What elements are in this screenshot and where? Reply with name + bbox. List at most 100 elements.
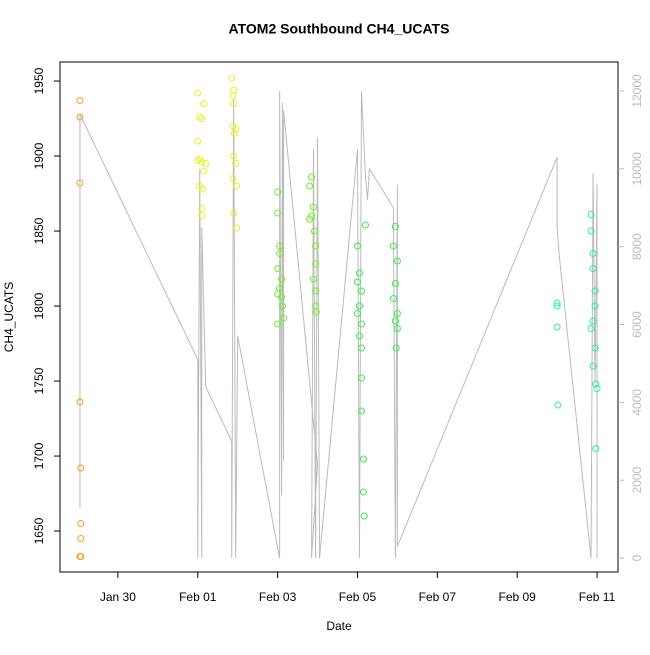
y-axis-label: CH4_UCATS <box>2 282 16 352</box>
data-point <box>232 224 240 232</box>
y-tick-label: 1950 <box>32 67 46 94</box>
data-point <box>310 227 318 235</box>
data-point <box>357 374 365 382</box>
y-tick-label: 1850 <box>32 217 46 244</box>
data-point <box>355 332 363 340</box>
data-point <box>312 242 320 250</box>
x-tick-label: Jan 30 <box>100 590 136 604</box>
altitude-line <box>79 90 598 559</box>
y2-tick-label: 4000 <box>630 389 644 416</box>
data-point <box>200 100 208 108</box>
data-point <box>592 380 600 388</box>
data-point <box>593 385 601 393</box>
data-point <box>359 488 367 496</box>
data-point <box>77 520 85 528</box>
data-point <box>357 320 365 328</box>
data-point <box>276 242 284 250</box>
data-point <box>198 115 206 123</box>
data-point <box>589 250 597 258</box>
data-point <box>232 125 240 133</box>
data-point <box>278 293 286 301</box>
y-tick-label: 1700 <box>32 442 46 469</box>
data-point <box>280 314 288 322</box>
data-point <box>77 464 85 472</box>
data-point <box>553 299 561 307</box>
data-point <box>198 205 206 213</box>
data-point <box>591 287 599 295</box>
data-point <box>353 278 361 286</box>
data-point <box>76 97 84 105</box>
data-point <box>357 287 365 295</box>
data-point <box>194 89 202 97</box>
chart-title: ATOM2 Southbound CH4_UCATS <box>229 21 450 37</box>
data-point <box>393 310 401 318</box>
data-point <box>198 158 206 166</box>
y2-tick-label: 6000 <box>630 311 644 338</box>
data-point <box>228 74 236 82</box>
data-point <box>310 275 318 283</box>
data-point <box>230 100 238 108</box>
data-point <box>589 317 597 325</box>
data-point <box>357 407 365 415</box>
data-point <box>587 227 595 235</box>
data-point <box>393 325 401 333</box>
data-point <box>389 242 397 250</box>
data-point <box>391 317 399 325</box>
data-point <box>196 113 204 121</box>
data-point <box>592 445 600 453</box>
x-axis-label: Date <box>326 619 352 633</box>
data-point <box>310 203 318 211</box>
data-point <box>353 310 361 318</box>
data-point <box>199 185 207 193</box>
y2-tick-label: 2000 <box>630 466 644 493</box>
data-point <box>389 295 397 303</box>
x-tick-label: Feb 01 <box>179 590 217 604</box>
data-point <box>312 302 320 310</box>
data-point <box>353 242 361 250</box>
data-point <box>230 130 238 138</box>
data-point <box>229 175 237 183</box>
data-point <box>392 344 400 352</box>
data-point <box>589 362 597 370</box>
data-point <box>357 344 365 352</box>
data-point <box>230 152 238 160</box>
data-point <box>554 401 562 409</box>
data-point <box>198 212 206 220</box>
data-point <box>232 182 240 190</box>
data-point <box>312 260 320 268</box>
data-point <box>276 284 284 292</box>
data-point <box>306 215 314 223</box>
data-point <box>230 86 238 94</box>
data-point <box>274 188 282 196</box>
data-point <box>77 553 85 561</box>
data-point <box>202 160 210 168</box>
data-point <box>312 308 320 316</box>
data-point <box>306 182 314 190</box>
data-point <box>587 211 595 219</box>
y-tick-label: 1650 <box>32 517 46 544</box>
data-point <box>355 269 363 277</box>
data-point <box>194 137 202 145</box>
x-tick-label: Feb 03 <box>259 590 297 604</box>
data-point <box>230 209 238 217</box>
x-tick-label: Feb 05 <box>339 590 377 604</box>
data-point <box>276 250 284 258</box>
y2-tick-label: 12000 <box>630 74 644 108</box>
data-point <box>312 287 320 295</box>
data-point <box>77 535 85 543</box>
data-point <box>553 323 561 331</box>
data-point <box>359 455 367 463</box>
data-point <box>278 275 286 283</box>
data-point <box>355 302 363 310</box>
data-point <box>194 157 202 165</box>
data-point <box>200 167 208 175</box>
data-point <box>393 257 401 265</box>
data-point <box>274 265 282 273</box>
y-tick-label: 1800 <box>32 292 46 319</box>
data-point <box>587 325 595 333</box>
data-point <box>278 302 286 310</box>
y-tick-label: 1750 <box>32 367 46 394</box>
data-point <box>308 173 316 181</box>
data-point <box>76 113 84 121</box>
